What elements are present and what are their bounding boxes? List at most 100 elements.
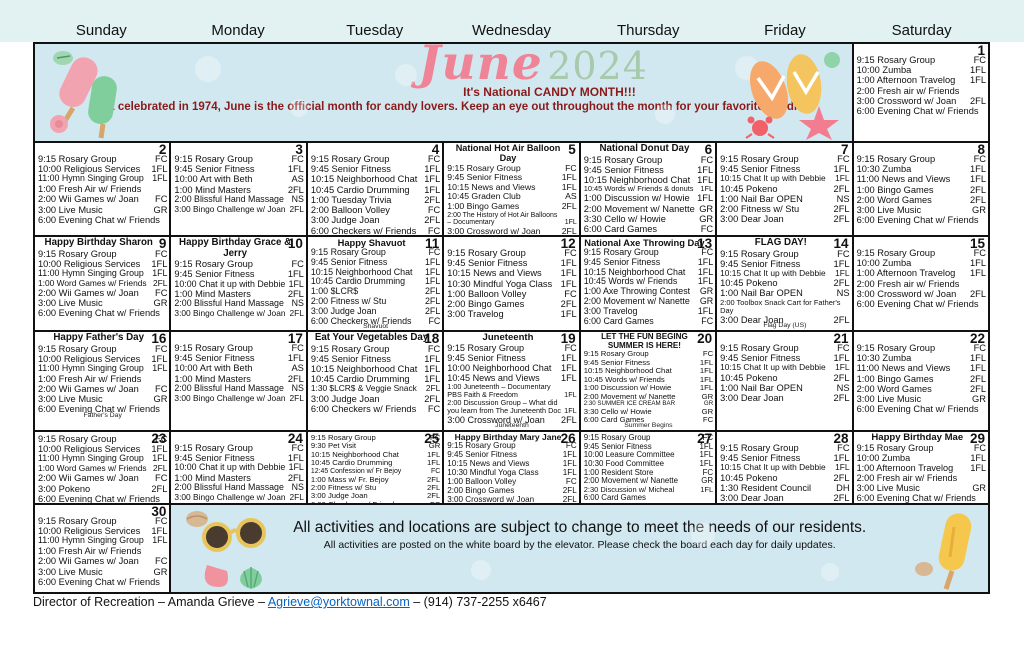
day-number: 26 (560, 431, 576, 446)
event: 10:15 Neighborhood Chat 1FL (310, 449, 441, 459)
event: 9:15 Rosary Group FC (310, 247, 441, 258)
event: 2:00 Word Games 2FL (856, 194, 986, 205)
event: 2:30 SUMMER ICE CREAM BAR GR (583, 400, 714, 408)
event: 12:45 Confession w/ Fr Bejoy FC (310, 467, 441, 475)
event: 2:00 Wii Games w/ Joan FC (38, 194, 168, 205)
event: 1:00 Fresh Air w/ Friends (38, 546, 142, 557)
event: 9:15 Rosary Group FC (310, 433, 441, 442)
event: 9:15 Rosary Group FC (856, 55, 986, 65)
event: 1:30 $LCR$ & Veggie Snack 2FL (310, 383, 441, 394)
day-cell-8: 8 9:15 Rosary Group FC 10:30 Zumba 1FL 11:00 … (852, 142, 989, 236)
weekday-label-monday: Monday (211, 22, 265, 39)
event: 3:00 Bingo Challenge w/ Joan 2FL (174, 203, 304, 214)
event: 10:00 Chat it up with Debbie 1FL (174, 278, 304, 289)
event: 2:00 Movement w/ Nanette GR (583, 391, 714, 401)
event: 9:15 Rosary Group FC (447, 162, 577, 173)
event: 1:00 Mind Masters 2FL (174, 289, 304, 300)
event: 2:00 Blissful Hand Massage NS (174, 382, 304, 393)
day-cell-4: 4 9:15 Rosary Group FC 9:45 Senior Fitness 1… (306, 142, 444, 236)
day-number: 12 (560, 236, 576, 251)
spiral-shell-icon (205, 565, 229, 587)
day-cell-25: 25 9:15 Rosary Group FC 9:30 Pet Visit GR 10:… (306, 431, 444, 504)
day-number: 13 (697, 236, 713, 251)
event: 9:15 Rosary Group FC (583, 433, 714, 442)
event: 3:00 Judge Joan 2FL (310, 215, 441, 226)
day-title: Happy Father's Day (53, 332, 145, 343)
event: 10:45 Cardio Drumming 1FL (310, 374, 441, 385)
event: 9:45 Senior Fitness 1FL (310, 164, 441, 175)
event: 3:00 Pokeno 2FL (38, 483, 168, 494)
month-banner: June 2024 It's National CANDY MONTH!!! F… (34, 43, 853, 142)
event: 9:45 Senior Fitness 1FL (447, 258, 577, 269)
event: 1:00 Word Games w/ Friends 2FL (38, 463, 168, 474)
day-cell-22: 22 9:15 Rosary Group FC 10:30 Zumba 1FL 11:00… (852, 331, 989, 431)
event: 10:00 Religious Services 1FL (38, 526, 168, 537)
event: 6:00 Evening Chat w/ Friends (856, 299, 979, 310)
day-cell-6: 6 National Donut Day 9:15 Rosary Group FC 9:… (579, 142, 717, 236)
event: 3:00 Travelog 1FL (583, 305, 714, 316)
event: 3:00 Judge Joan 2FL (310, 305, 441, 316)
day-title: FLAG DAY! (754, 237, 807, 248)
event: 1:00 Mind Masters 2FL (174, 373, 304, 384)
event: 10:00 Religious Services 1FL (38, 164, 168, 175)
month-name: June (418, 43, 543, 91)
event: 6:00 Card Games (583, 493, 646, 503)
event: 9:30 Pet Visit GR (310, 441, 441, 451)
event: 3:00 Live Music GR (856, 483, 986, 494)
event: 10:45 Cardio Drumming 1FL (310, 184, 441, 195)
event: 9:45 Senior Fitness 1FL (583, 357, 714, 367)
event: 3:00 Crossword w/ Joan 2FL (856, 288, 986, 299)
event: 1:00 Mass w/ Fr. Bejoy 2FL (310, 474, 441, 484)
weekday-label-saturday: Saturday (891, 22, 952, 39)
day-cell-28: 28 9:15 Rosary Group FC 9:45 Senior Fitness… (716, 431, 853, 504)
event: 11:00 Hymn Singing Group 1FL (38, 535, 168, 546)
email-link[interactable]: Agrieve@yorktownal.com (267, 595, 410, 609)
event: 2:00 Fitness w/ Stu 2FL (310, 296, 441, 307)
event: 2:00 Fresh air w/ Friends (856, 85, 960, 96)
event: 1:00 Mind Masters 2FL (174, 184, 304, 195)
event: 2:00 Wii Games w/ Joan FC (38, 473, 168, 484)
event: 9:45 Senior Fitness 1FL (720, 164, 850, 175)
event: 6:00 Evening Chat w/ Friends (856, 215, 979, 226)
event: 2:00 Balloon Volley FC (310, 205, 441, 216)
popsicle-icon (915, 513, 972, 590)
holiday-note: Shavuot (363, 323, 389, 331)
event: 3:00 Crossword w/ Joan 2FL (447, 225, 577, 236)
event: 3:00 Live Music GR (856, 205, 986, 216)
event: 9:45 Senior Fitness 1FL (447, 353, 577, 364)
day-number: 4 (431, 142, 440, 157)
event: 2:00 Wii Games w/ Joan FC (38, 556, 168, 567)
day-number: 16 (151, 331, 167, 346)
day-number: 23 (151, 431, 167, 446)
day-title: Happy Birthday Mary Jane (454, 432, 562, 442)
event: 3:30 Cello w/ Howie GR (583, 407, 714, 417)
event: 9:15 Rosary Group FC (310, 343, 441, 354)
event: 10:30 Mindful Yoga Class 1FL (447, 467, 577, 477)
day-cell-3: 3 9:15 Rosary Group FC 9:45 Senior Fitness 1… (170, 142, 307, 236)
event: 3:00 Crossword w/ Joan 2FL (447, 415, 577, 426)
day-cell-17: 17 9:15 Rosary Group FC 9:45 Senior Fitness… (170, 331, 307, 431)
event: 3:00 Live Music GR (38, 394, 168, 405)
event: 10:15 Neighborhood Chat 1FL (583, 174, 714, 185)
day-cell-1: 1 9:15 Rosary Group FC 10:00 Zumba 1FL 1:00 A… (852, 43, 989, 142)
event: 2:00 Fitness w/ Stu 2FL (310, 482, 441, 492)
weekday-label-thursday: Thursday (616, 22, 680, 39)
event: 2:00 Movement w/ Nanette GR (583, 203, 714, 214)
event: 2:00 Blissful Hand Massage NS (174, 193, 304, 204)
event: 11:00 Hymn Singing Group 1FL (38, 362, 168, 373)
event: 9:45 Senior Fitness 1FL (583, 164, 714, 175)
event: 10:15 News and Views 1FL (447, 268, 577, 279)
clam-shell-icon (186, 511, 209, 527)
day-number: 20 (697, 331, 713, 346)
day-number: 30 (151, 504, 167, 519)
event: 1:00 Discussion w/ Howie 1FL (583, 193, 714, 204)
event: 6:00 Evening Chat w/ Friends (38, 576, 160, 587)
day-title: Juneteenth (482, 332, 534, 343)
day-cell-21: 21 9:15 Rosary Group FC 9:45 Senior Fitness… (716, 331, 853, 431)
event: 1:00 Axe Throwing Contest GR (583, 286, 714, 297)
event: 3:00 Dear Joan 2FL (720, 493, 850, 504)
event: 10:45 Pokeno 2FL (720, 183, 850, 194)
day-title: Happy Birthday Grace & Jerry (179, 237, 292, 259)
event: 6:00 Evening Chat w/ Friends (856, 404, 979, 415)
event: 10:15 Chat It up with Debbie 1FL (720, 362, 850, 373)
